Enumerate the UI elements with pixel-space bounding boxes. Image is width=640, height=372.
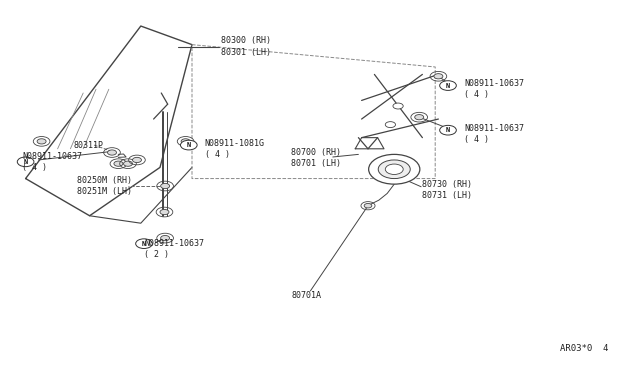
Circle shape — [369, 154, 420, 184]
Text: N08911-10637
( 4 ): N08911-10637 ( 4 ) — [22, 152, 83, 172]
Circle shape — [364, 203, 372, 208]
Text: N: N — [187, 142, 191, 148]
Text: N08911-10637
( 4 ): N08911-10637 ( 4 ) — [464, 79, 524, 99]
Circle shape — [393, 103, 403, 109]
Circle shape — [440, 125, 456, 135]
Text: 80700 (RH)
80701 (LH): 80700 (RH) 80701 (LH) — [291, 148, 341, 168]
Circle shape — [378, 160, 410, 179]
Text: N: N — [446, 127, 450, 133]
Circle shape — [136, 239, 152, 248]
Text: N: N — [142, 241, 146, 247]
Circle shape — [160, 209, 169, 215]
Circle shape — [108, 150, 116, 155]
Circle shape — [385, 122, 396, 128]
Circle shape — [440, 81, 456, 90]
Text: N08911-10637
( 2 ): N08911-10637 ( 2 ) — [144, 239, 204, 259]
Circle shape — [434, 74, 443, 79]
Circle shape — [132, 157, 141, 163]
Circle shape — [415, 115, 424, 120]
Text: 80311P: 80311P — [74, 141, 104, 150]
Text: N: N — [24, 159, 28, 165]
Circle shape — [161, 183, 170, 189]
Text: N: N — [446, 83, 450, 89]
Circle shape — [37, 139, 46, 144]
Text: N08911-10637
( 4 ): N08911-10637 ( 4 ) — [464, 124, 524, 144]
Circle shape — [17, 157, 34, 167]
Text: 80701A: 80701A — [292, 291, 322, 300]
Circle shape — [114, 161, 123, 166]
Circle shape — [161, 235, 170, 241]
Text: 80250M (RH)
80251M (LH): 80250M (RH) 80251M (LH) — [77, 176, 132, 196]
Circle shape — [124, 161, 132, 166]
Text: AR03*0  4: AR03*0 4 — [560, 344, 609, 353]
Text: 80730 (RH)
80731 (LH): 80730 (RH) 80731 (LH) — [422, 180, 472, 200]
Circle shape — [180, 140, 197, 150]
Circle shape — [385, 164, 403, 174]
Circle shape — [181, 139, 190, 144]
Text: 80300 (RH)
80301 (LH): 80300 (RH) 80301 (LH) — [221, 36, 271, 57]
Text: N08911-1081G
( 4 ): N08911-1081G ( 4 ) — [205, 139, 265, 159]
